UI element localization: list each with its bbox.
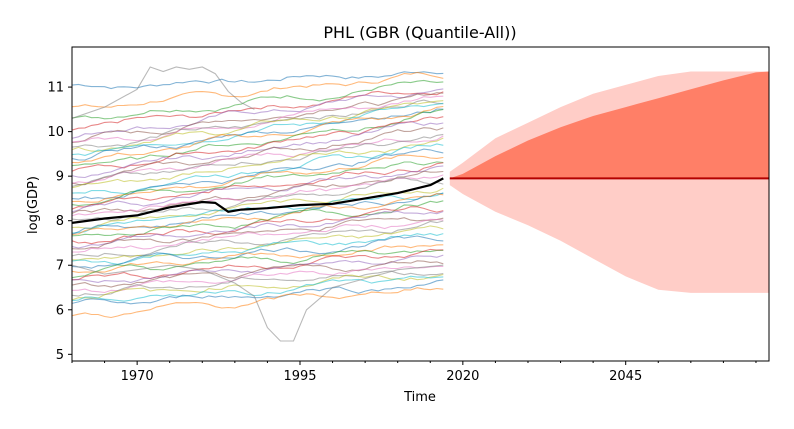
background-series-line <box>72 148 444 200</box>
background-series-line <box>72 135 444 184</box>
background-series-line <box>72 187 444 230</box>
background-series-line <box>72 233 444 265</box>
background-series-line <box>72 137 444 189</box>
x-tick-label: 2020 <box>446 369 479 384</box>
background-series-line <box>72 265 444 294</box>
background-series-line <box>72 92 444 144</box>
background-series-line <box>72 279 444 305</box>
background-series-line <box>72 235 444 269</box>
background-series-line <box>72 162 444 210</box>
x-axis-label: Time <box>403 390 436 405</box>
y-tick-label: 9 <box>56 170 64 185</box>
forecast-group <box>449 71 769 293</box>
y-tick-label: 7 <box>56 259 64 274</box>
background-series-line <box>72 225 444 261</box>
y-tick-label: 5 <box>56 348 64 363</box>
forecast-inner-band <box>449 71 769 179</box>
background-series-line <box>72 210 444 249</box>
y-axis-label: log(GDP) <box>26 176 41 234</box>
background-series-line <box>72 79 444 120</box>
background-series-line <box>72 275 444 302</box>
background-series-group <box>72 71 444 319</box>
background-series-line <box>72 133 444 187</box>
background-series-line <box>72 217 444 250</box>
notable-series-group <box>72 66 444 342</box>
background-series-line <box>72 273 444 301</box>
background-series-line <box>72 270 444 297</box>
background-series-line <box>72 193 444 236</box>
x-tick-label: 1970 <box>121 369 154 384</box>
background-series-line <box>72 71 444 108</box>
background-series-line <box>72 218 444 253</box>
background-series-line <box>72 105 444 164</box>
x-tick-label: 2045 <box>609 369 642 384</box>
y-axis: 5 6 7 8 9 10 11 <box>47 81 72 363</box>
plot-area <box>72 66 769 342</box>
background-series-line <box>72 127 444 186</box>
background-series-line <box>72 254 444 284</box>
background-series-line <box>72 260 444 288</box>
highlight-series-line <box>72 177 444 224</box>
chart-title: PHL (GBR (Quantile-All)) <box>323 23 516 42</box>
notable-series-line <box>72 264 444 342</box>
background-series-line <box>72 287 444 319</box>
background-series-line <box>72 88 444 139</box>
plot-frame <box>71 46 770 362</box>
background-series-line <box>72 165 444 213</box>
y-tick-label: 6 <box>56 303 64 318</box>
y-tick-label: 10 <box>47 125 64 140</box>
background-series-line <box>72 154 444 203</box>
x-tick-label: 1995 <box>283 369 316 384</box>
y-tick-label: 8 <box>56 214 64 229</box>
background-series-line <box>72 102 444 156</box>
background-series-line <box>72 248 444 281</box>
notable-series-line <box>72 66 255 119</box>
background-series-line <box>72 100 444 152</box>
background-series-line <box>72 71 444 90</box>
y-tick-label: 11 <box>47 81 64 96</box>
background-series-line <box>72 120 444 179</box>
background-series-line <box>72 249 444 279</box>
background-series-line <box>72 108 444 167</box>
background-series-line <box>72 244 444 273</box>
x-axis: 1970 1995 2020 2045 <box>71 361 757 384</box>
highlight-series-group <box>72 177 444 224</box>
background-series-line <box>72 95 444 143</box>
background-series-line <box>72 161 444 207</box>
background-series-line <box>72 90 444 131</box>
background-series-line <box>72 116 444 172</box>
